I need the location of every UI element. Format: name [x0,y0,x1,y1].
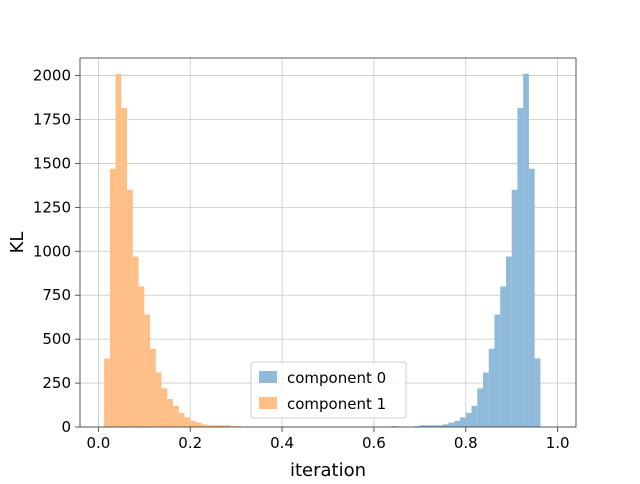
gridlines [80,58,576,428]
bar-series-0 [425,425,432,427]
bar-series-1 [132,256,139,427]
bar-series-0 [488,348,495,427]
bar-series-0 [517,108,524,427]
x-tick-label: 0.0 [86,434,110,452]
y-tick-label: 750 [42,286,71,304]
x-tick-label: 0.8 [454,434,478,452]
bar-series-1 [236,426,242,427]
bar-series-1 [155,372,162,427]
bar-series-1 [178,412,185,427]
y-tick-label: 500 [42,330,71,348]
bar-series-1 [144,314,151,427]
bar-series-0 [471,405,478,427]
bar-series-1 [190,420,196,427]
bar-series-1 [104,358,110,427]
legend-label: component 0 [287,369,386,387]
bar-series-0 [500,286,506,427]
x-tick-label: 0.2 [178,434,202,452]
y-tick-label: 0 [61,418,71,436]
bar-series-0 [465,412,472,427]
bar-series-0 [483,372,489,427]
legend: component 0 component 1 [250,361,407,419]
bar-series-0 [523,73,529,428]
legend-swatch [259,397,277,409]
bar-series-0 [442,424,449,427]
bar-series-0 [437,425,443,427]
x-axis-label: iteration [290,460,366,480]
bar-series-1 [173,405,179,427]
bar-series-1 [150,348,156,427]
legend-swatch [259,371,277,383]
bar-series-1 [138,286,145,427]
y-axis-ticks: 0 250 500 750 1000 1250 1500 1750 2000 [33,67,80,436]
bar-series-1 [115,73,122,428]
bar-series-1 [109,168,116,427]
bar-series-0 [448,422,455,427]
y-axis-label: KL [7,232,28,254]
y-tick-label: 1000 [33,242,71,260]
bar-series-1 [127,189,133,427]
bars [104,73,541,428]
y-tick-label: 1250 [33,198,71,216]
bar-series-0 [505,256,512,427]
bar-series-0 [534,358,541,427]
x-tick-label: 1.0 [546,434,570,452]
legend-box [250,361,407,419]
bar-series-1 [218,425,225,427]
plot-area-frame [79,57,577,428]
x-axis-ticks: 0.0 0.2 0.4 0.6 0.8 1.0 [86,427,570,452]
y-tick-label: 2000 [33,67,71,85]
bar-series-1 [195,422,202,427]
bar-series-1 [201,424,208,427]
bar-series-0 [419,425,426,427]
bar-series-0 [460,417,466,427]
x-tick-label: 0.4 [270,434,294,452]
bar-series-0 [494,314,501,427]
bar-series-1 [161,388,168,427]
bar-series-1 [167,398,173,427]
bar-series-1 [207,425,214,427]
bar-series-0 [414,426,420,427]
y-tick-label: 1500 [33,154,71,172]
y-tick-label: 250 [42,374,71,392]
legend-label: component 1 [287,395,386,413]
y-tick-label: 1750 [33,111,71,129]
bar-series-0 [511,189,518,427]
bar-series-0 [477,388,483,427]
bar-series-1 [121,108,128,427]
bar-series-1 [184,417,191,427]
bar-series-1 [224,425,231,427]
bar-series-0 [431,425,438,427]
bar-series-1 [213,425,219,427]
bar-series-0 [454,420,461,427]
bar-series-1 [230,426,237,427]
x-tick-label: 0.6 [362,434,386,452]
bar-series-0 [528,168,535,427]
bar-series-0 [391,426,397,427]
